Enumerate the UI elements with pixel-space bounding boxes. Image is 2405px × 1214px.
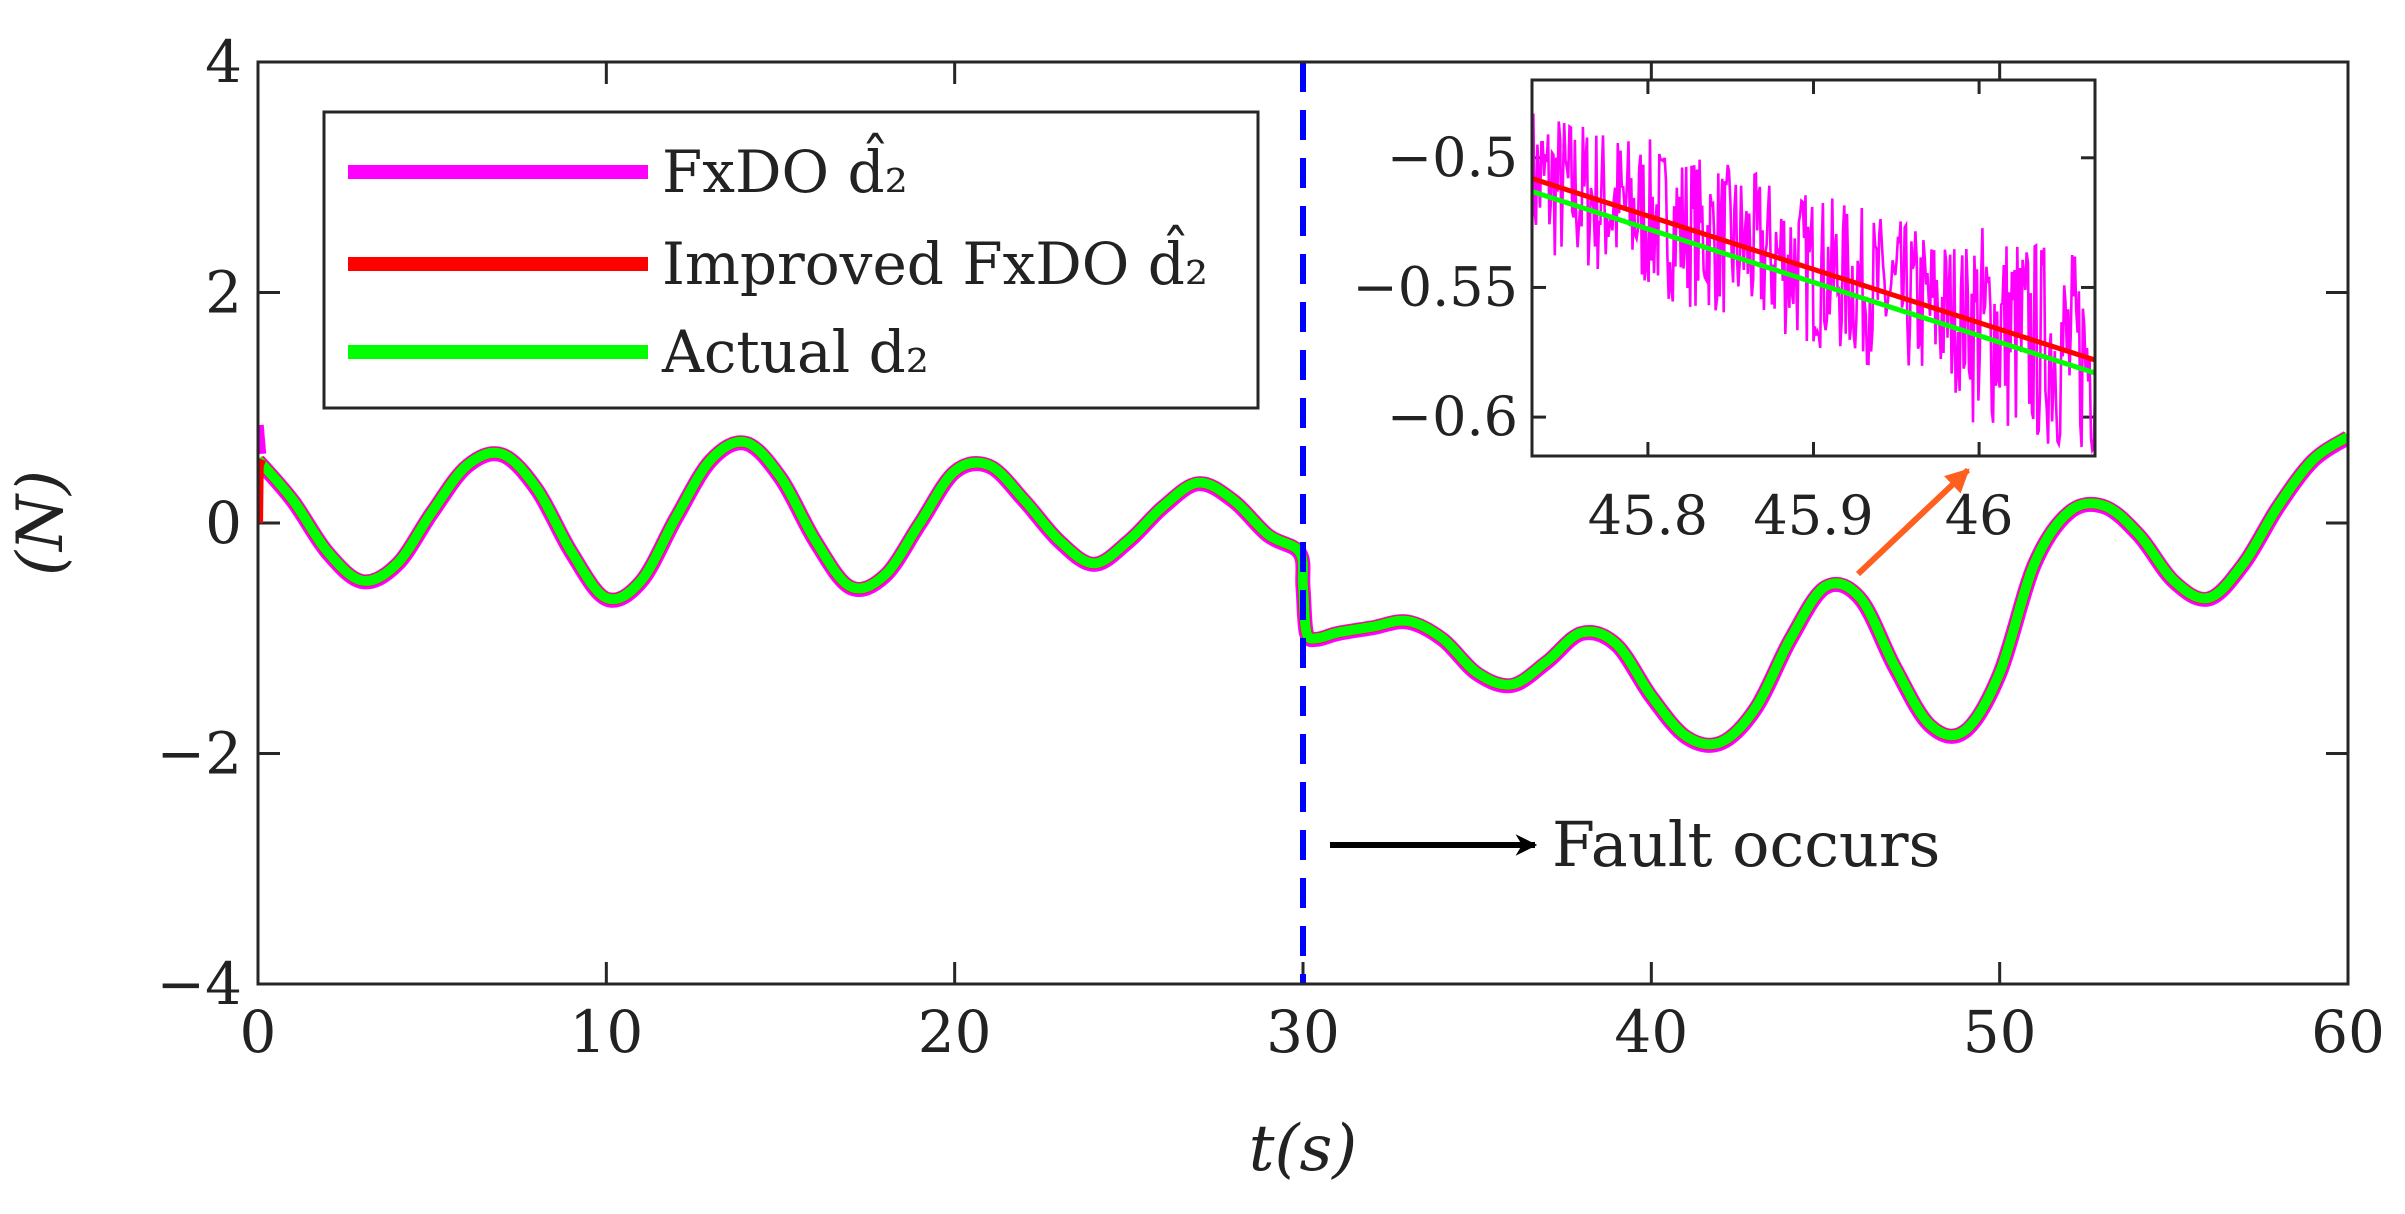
inset-y-tick-label: −0.55 [1353,255,1518,318]
inset-x-tick-label: 46 [1945,484,2014,547]
x-tick-label: 50 [1963,998,2037,1066]
legend-label-improved-fxdo: Improved FxDO d̂₂ [662,224,1208,298]
series-layer [258,424,2348,753]
inset-x-tick-label: 45.9 [1753,484,1873,547]
y-tick-label: −2 [157,720,243,788]
axes-frame [256,60,2350,986]
inset-improved-line [1532,176,2095,363]
x-tick-label: 0 [240,998,277,1066]
inset-y-tick-label: −0.5 [1387,126,1518,189]
x-tick-label: 30 [1266,998,1340,1066]
zoom-indicator-arrow [1855,467,1971,577]
y-tick-labels: −4 −2 0 2 4 [157,28,243,1018]
y-axis-title: (N) [4,470,78,576]
x-tick-label: 10 [569,998,643,1066]
legend-label-fxdo: FxDO d̂₂ [662,132,908,206]
legend: FxDO d̂₂ Improved FxDO d̂₂ Actual d₂ [322,110,1260,410]
inset-y-tick-labels: −0.6 −0.55 −0.5 [1353,126,1518,448]
inset-frame [1530,78,2097,458]
inset-x-tick-label: 45.8 [1588,484,1708,547]
fault-annotation-text: Fault occurs [1552,808,1940,881]
improved-initial-transient [258,458,266,524]
legend-label-actual: Actual d₂ [661,318,929,386]
inset-x-tick-labels: 45.8 45.9 46 [1588,484,2014,547]
y-tick-label: 2 [205,259,242,327]
inset-actual-line [1532,189,2095,376]
x-tick-label: 40 [1614,998,1688,1066]
x-tick-label: 60 [2311,998,2385,1066]
x-tick-labels: 0 10 20 30 40 50 60 [240,998,2385,1066]
x-tick-label: 20 [918,998,992,1066]
x-axis-title: t(s) [1249,1112,1358,1186]
zoom-inset: 45.8 45.9 46 −0.6 −0.55 −0.5 [1353,78,2097,547]
y-tick-label: 0 [205,489,242,557]
fxdo-initial-transient [258,424,267,455]
inset-y-tick-label: −0.6 [1387,385,1518,448]
y-tick-label: 4 [205,28,242,96]
actual-series-line [258,432,2348,750]
y-tick-label: −4 [157,950,243,1018]
